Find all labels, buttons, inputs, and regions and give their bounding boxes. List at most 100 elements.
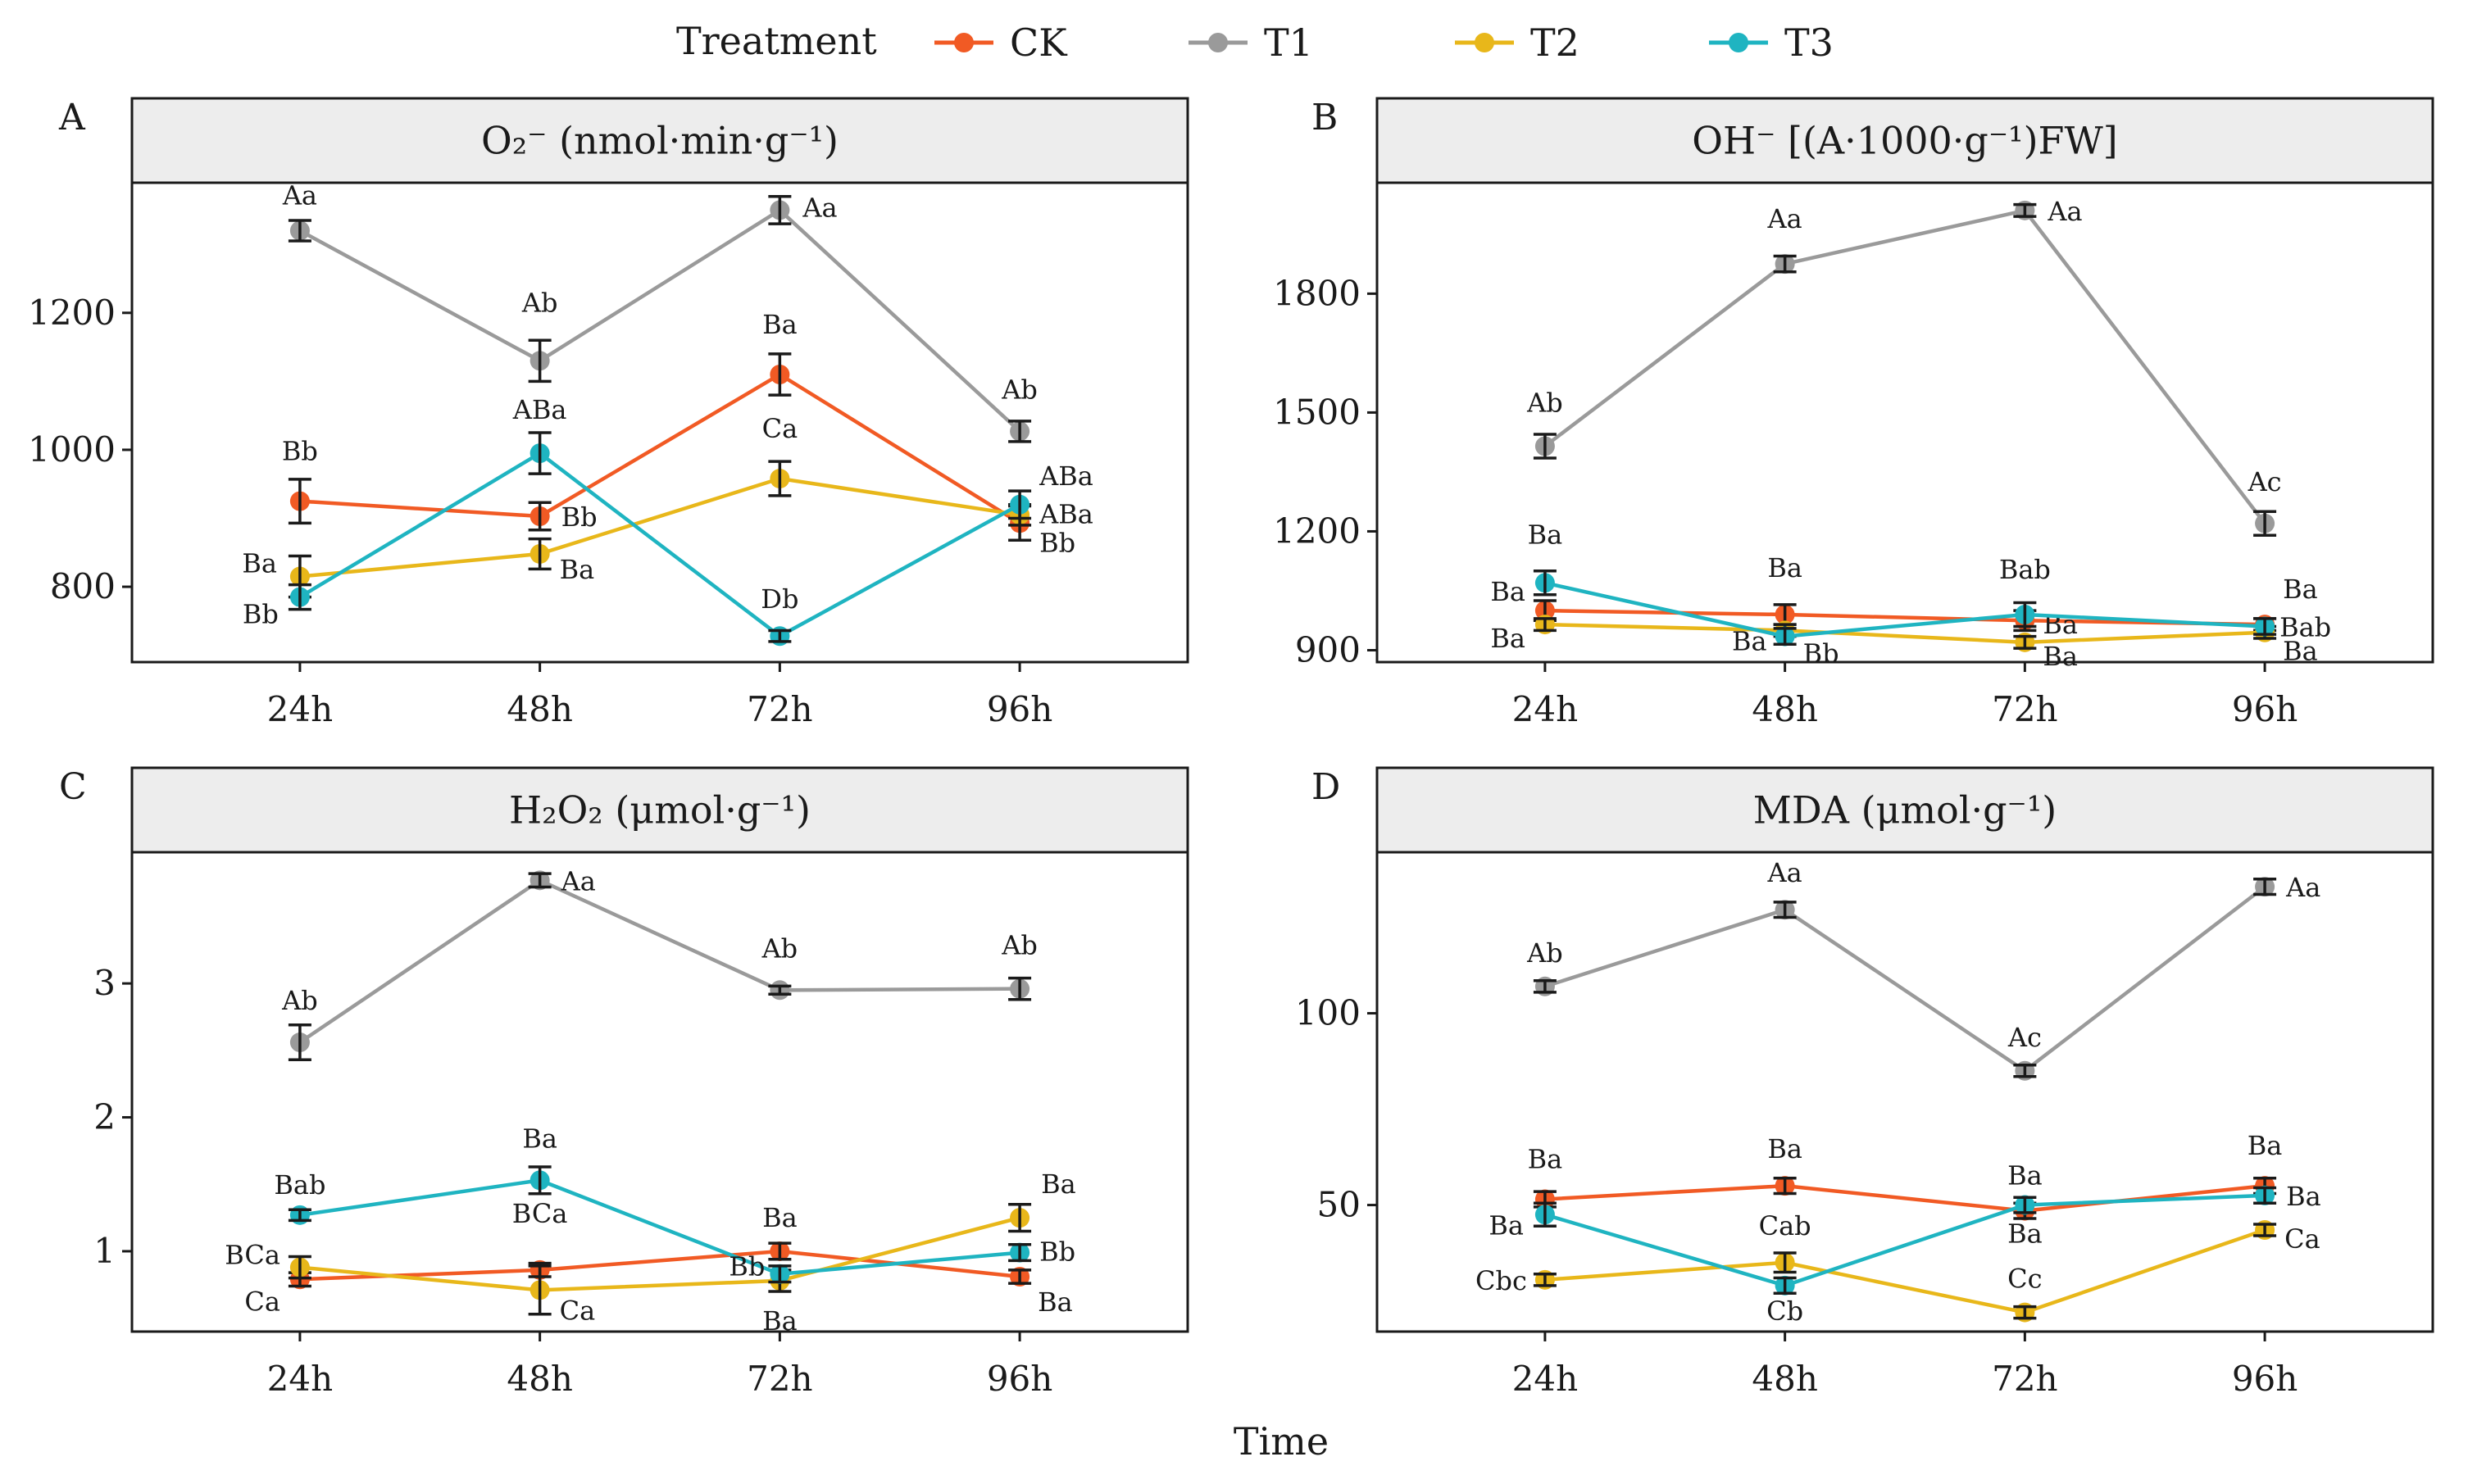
legend-entry-ck: CK [934, 20, 1068, 65]
panel-strip-a [130, 97, 1189, 184]
y-tick-label: 1200 [28, 293, 116, 333]
legend-label-t3: T3 [1784, 20, 1834, 65]
error-bar [768, 629, 792, 643]
significance-label: Ba [2283, 574, 2318, 605]
series-line-t3 [299, 1178, 1020, 1277]
legend-marker-ck [954, 33, 974, 52]
significance-label: Aa [1767, 857, 1802, 888]
significance-label: Aa [561, 865, 596, 896]
significance-label: Ca [762, 413, 798, 444]
legend-entry-t2: T2 [1455, 20, 1579, 65]
y-tick-label: 900 [1295, 629, 1361, 669]
error-bar [1533, 617, 1557, 633]
x-tick-label: 96h [2232, 1359, 2298, 1399]
x-tick-label: 72h [747, 1359, 813, 1399]
legend-label-t2: T2 [1530, 20, 1579, 65]
error-bar [2013, 1196, 2037, 1214]
series-line-t1 [298, 207, 1021, 433]
series-line-t3 [1544, 581, 2266, 638]
series-line-t1 [1544, 885, 2266, 1073]
y-tick-label: 800 [50, 566, 116, 606]
significance-label: Ba [1528, 1144, 1563, 1175]
error-bar [288, 1023, 311, 1062]
significance-label: Ca [244, 1286, 280, 1317]
y-tick-label: 1 [93, 1231, 116, 1271]
significance-label: Ab [521, 287, 558, 318]
x-tick-label: 24h [1512, 1359, 1579, 1399]
significance-label: Ab [1001, 930, 1038, 961]
y-tick-label: 1800 [1273, 273, 1361, 313]
significance-label: Ba [2007, 1160, 2043, 1191]
significance-label: Ab [1526, 937, 1563, 969]
x-tick-label: 48h [507, 689, 573, 729]
significance-label: ABa [1039, 461, 1093, 492]
series-t2: Cbc Cab Cc Ca [1475, 1210, 2320, 1323]
significance-label: BCa [225, 1240, 280, 1271]
legend-entry-t1: T1 [1189, 20, 1313, 65]
panel-strip-b [1375, 97, 2434, 184]
significance-label: Ba [762, 1202, 798, 1233]
panel-letter-d: D [1311, 766, 1340, 808]
panel-title-a: O₂⁻ (nmol·min·g⁻¹) [481, 119, 839, 163]
error-bar [1773, 901, 1797, 919]
panel-strip-c [130, 766, 1189, 854]
error-bar [288, 1208, 311, 1223]
significance-label: Cc [2007, 1264, 2042, 1295]
significance-label: ABa [512, 394, 567, 425]
significance-label: Cb [1766, 1296, 1803, 1327]
x-axis-title: Time [1234, 1419, 1329, 1464]
series-line-ck [1544, 608, 2266, 627]
plot-area-d [1375, 851, 2434, 1333]
significance-label: Aa [2047, 196, 2082, 227]
error-bar [1533, 433, 1557, 460]
significance-label: Ba [1767, 552, 1802, 583]
significance-label: Ba [2283, 636, 2318, 667]
error-bar [2253, 510, 2277, 538]
error-bar [1533, 1273, 1557, 1287]
error-bar [2253, 1223, 2277, 1237]
series-line-ck [1544, 1183, 2266, 1213]
error-bar [528, 338, 552, 383]
series-line-t3 [1544, 1193, 2266, 1288]
legend: Treatment CK T1 T2 T3 [676, 19, 1834, 65]
y-tick-label: 1200 [1273, 511, 1361, 551]
error-bar [1773, 1276, 1797, 1295]
legend-marker-t2 [1475, 33, 1494, 52]
error-bar [1773, 1177, 1797, 1196]
error-bar [1008, 489, 1032, 520]
error-bar [1008, 976, 1032, 1001]
error-bar [1533, 1201, 1557, 1228]
series-line-t1 [298, 878, 1020, 1044]
error-bar [528, 431, 552, 475]
series-t2: Ba Ba Ca ABa [242, 413, 1093, 599]
significance-label: Ba [2007, 1219, 2043, 1250]
significance-label: Bab [274, 1169, 325, 1200]
significance-label: Cab [1759, 1210, 1811, 1241]
significance-label: Ba [762, 1305, 798, 1337]
significance-label: Ca [560, 1295, 596, 1326]
x-tick-label: 72h [1992, 1359, 2058, 1399]
x-tick-label: 24h [1512, 689, 1579, 729]
significance-label: Ba [1038, 1287, 1073, 1318]
x-tick-label: 24h [267, 689, 334, 729]
series-line-t2 [299, 476, 1020, 579]
series-line-t3 [298, 451, 1021, 638]
series-t3: Ba Cb Ba Ba [1489, 1181, 2320, 1327]
plot-area-b [1375, 181, 2434, 664]
x-tick-label: 72h [747, 689, 813, 729]
error-bar [2253, 878, 2277, 896]
series-t1: Ab Aa Ac Aa [1526, 857, 2320, 1081]
error-bar [528, 1165, 552, 1196]
y-tick-label: 50 [1317, 1185, 1361, 1225]
significance-label: Ba [522, 1123, 557, 1154]
significance-label: Cbc [1475, 1265, 1527, 1296]
significance-label: Aa [2285, 872, 2320, 903]
significance-label: Ab [281, 985, 318, 1016]
significance-label: Ba [242, 548, 277, 579]
significance-label: Ca [2284, 1223, 2320, 1255]
error-bar [768, 460, 792, 497]
x-tick-label: 48h [1752, 689, 1818, 729]
significance-label: Ba [1767, 1133, 1802, 1164]
panel-a: A O₂⁻ (nmol·min·g⁻¹) 800 1000 1200 24h 48h 72h 9… [28, 97, 1189, 729]
